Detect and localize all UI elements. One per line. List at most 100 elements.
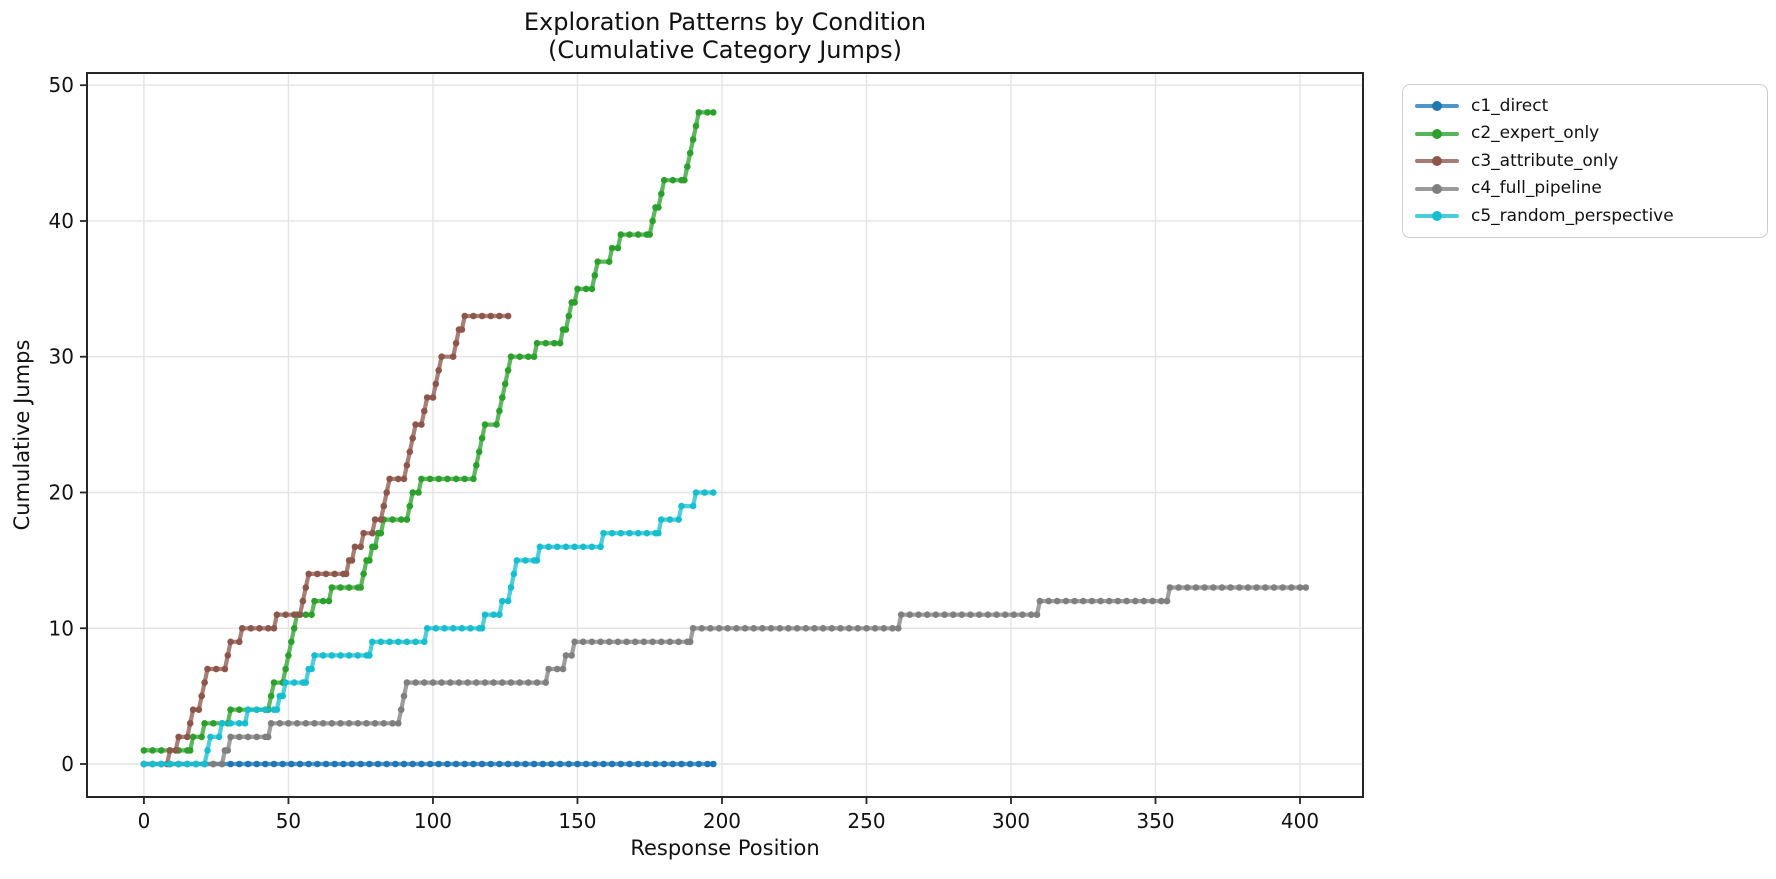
data-point-c2_expert_only — [660, 176, 668, 184]
x-tick-label: 100 — [414, 809, 452, 833]
data-point-c4_full_pipeline — [1140, 597, 1148, 605]
data-point-c4_full_pipeline — [311, 720, 318, 727]
data-point-c1_direct — [504, 760, 512, 768]
data-point-c3_attribute_only — [186, 720, 194, 727]
data-point-c4_full_pipeline — [949, 611, 957, 618]
data-point-c4_full_pipeline — [767, 625, 775, 632]
data-point-c5_random_perspective — [600, 529, 607, 537]
data-point-c5_random_perspective — [244, 706, 252, 713]
data-point-c4_full_pipeline — [649, 638, 656, 646]
data-point-c1_direct — [617, 760, 625, 768]
data-point-c2_expert_only — [588, 285, 596, 293]
data-point-c4_full_pipeline — [1244, 584, 1252, 591]
data-point-c5_random_perspective — [273, 706, 281, 713]
data-point-c3_attribute_only — [357, 543, 365, 551]
data-point-c2_expert_only — [574, 285, 581, 293]
data-point-c2_expert_only — [516, 353, 523, 361]
data-point-c3_attribute_only — [204, 665, 211, 673]
data-point-c2_expert_only — [288, 638, 295, 646]
data-point-c1_direct — [710, 760, 717, 768]
data-point-c2_expert_only — [655, 204, 662, 211]
data-point-c3_attribute_only — [377, 516, 385, 523]
data-point-c1_direct — [227, 760, 234, 768]
data-point-c2_expert_only — [366, 557, 373, 564]
data-point-c2_expert_only — [634, 231, 642, 238]
y-tick-label: 20 — [49, 480, 74, 504]
data-point-c2_expert_only — [189, 733, 197, 741]
data-point-c1_direct — [418, 760, 425, 768]
data-point-c3_attribute_only — [487, 312, 495, 320]
data-point-c2_expert_only — [617, 231, 625, 238]
data-point-c4_full_pipeline — [400, 692, 408, 700]
data-point-c1_direct — [383, 760, 391, 768]
x-tick-label: 250 — [847, 809, 885, 833]
data-point-c3_attribute_only — [189, 706, 197, 713]
data-point-c4_full_pipeline — [1201, 584, 1208, 591]
data-point-c3_attribute_only — [496, 312, 503, 320]
data-point-c1_direct — [539, 760, 547, 768]
data-point-c4_full_pipeline — [1166, 584, 1174, 591]
data-point-c4_full_pipeline — [389, 720, 396, 727]
data-point-c5_random_perspective — [536, 543, 544, 551]
gridlines — [87, 73, 1363, 797]
data-point-c4_full_pipeline — [975, 611, 983, 618]
chart-title-line2: (Cumulative Category Jumps) — [548, 36, 902, 64]
data-point-c5_random_perspective — [279, 692, 287, 700]
data-point-c2_expert_only — [290, 625, 298, 632]
data-point-c4_full_pipeline — [302, 720, 310, 727]
data-point-c3_attribute_only — [400, 475, 408, 483]
data-point-c4_full_pipeline — [1163, 597, 1171, 605]
data-point-c5_random_perspective — [441, 625, 448, 632]
data-point-c2_expert_only — [186, 747, 194, 754]
data-point-c3_attribute_only — [195, 706, 203, 713]
data-point-c1_direct — [695, 760, 703, 768]
data-point-c1_direct — [530, 760, 538, 768]
data-point-c3_attribute_only — [383, 489, 391, 496]
data-point-c5_random_perspective — [366, 652, 373, 659]
data-point-c2_expert_only — [397, 516, 405, 523]
data-point-c3_attribute_only — [406, 448, 414, 456]
data-point-c4_full_pipeline — [1045, 597, 1052, 605]
data-point-c3_attribute_only — [461, 312, 469, 320]
data-point-c4_full_pipeline — [785, 625, 792, 632]
data-point-c5_random_perspective — [412, 638, 419, 646]
data-point-c3_attribute_only — [256, 625, 263, 632]
data-point-c5_random_perspective — [175, 760, 182, 768]
data-point-c5_random_perspective — [262, 706, 269, 713]
data-point-c2_expert_only — [658, 190, 665, 198]
data-point-c4_full_pipeline — [689, 625, 697, 632]
data-point-c4_full_pipeline — [750, 625, 758, 632]
data-point-c4_full_pipeline — [499, 679, 506, 686]
data-point-c2_expert_only — [669, 176, 677, 184]
data-point-c3_attribute_only — [403, 462, 411, 469]
data-point-c2_expert_only — [227, 706, 234, 713]
data-point-c5_random_perspective — [184, 760, 191, 768]
data-point-c3_attribute_only — [418, 421, 425, 428]
data-point-c2_expert_only — [507, 353, 515, 361]
y-tick-label: 0 — [61, 752, 74, 776]
data-point-c2_expert_only — [608, 244, 616, 252]
data-point-c4_full_pipeline — [403, 679, 411, 686]
data-point-c2_expert_only — [478, 434, 486, 442]
legend-label: c5_random_perspective — [1471, 205, 1674, 226]
data-point-c2_expert_only — [409, 489, 417, 496]
data-point-c4_full_pipeline — [218, 760, 226, 768]
data-point-c4_full_pipeline — [1027, 611, 1035, 618]
data-point-c4_full_pipeline — [542, 679, 549, 686]
data-point-c1_direct — [270, 760, 278, 768]
data-point-c2_expert_only — [496, 407, 503, 415]
data-point-c1_direct — [374, 760, 382, 768]
data-point-c1_direct — [461, 760, 469, 768]
x-tick-label: 300 — [992, 809, 1030, 833]
data-point-c5_random_perspective — [377, 638, 385, 646]
data-point-c1_direct — [322, 760, 330, 768]
data-point-c4_full_pipeline — [958, 611, 966, 618]
data-point-c4_full_pipeline — [210, 760, 217, 768]
data-point-c2_expert_only — [285, 652, 292, 659]
data-point-c2_expert_only — [565, 312, 573, 320]
data-point-c4_full_pipeline — [698, 625, 705, 632]
data-point-c5_random_perspective — [626, 529, 633, 537]
data-point-c5_random_perspective — [507, 584, 515, 591]
legend-entry-c5_random_perspective: c5_random_perspective — [1415, 202, 1755, 230]
data-point-c4_full_pipeline — [293, 720, 301, 727]
